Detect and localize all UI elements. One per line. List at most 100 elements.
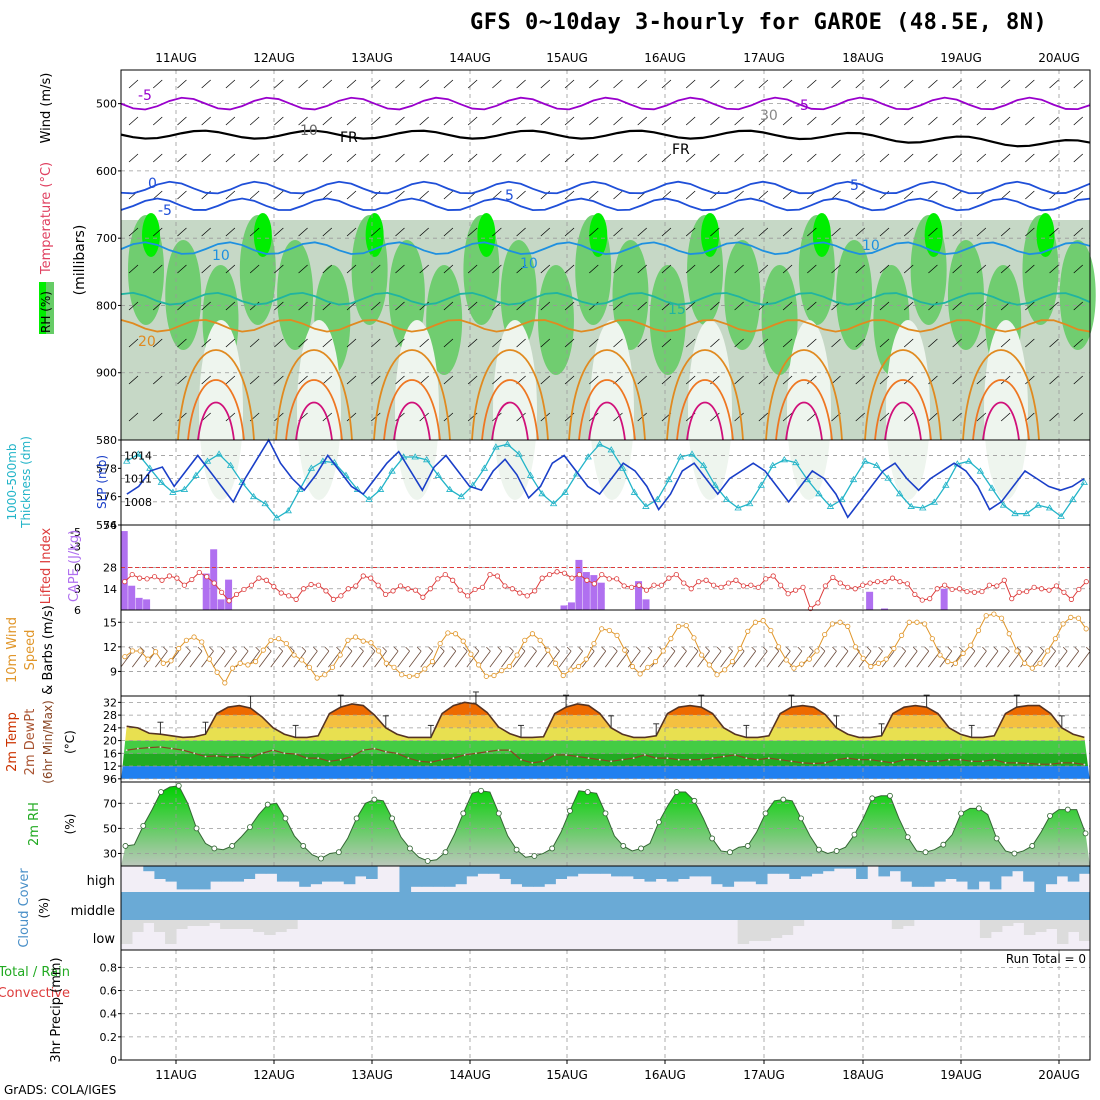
dewpoint-point [1049,763,1052,766]
wind-barb [807,116,817,126]
wind-barb [371,79,381,89]
wind-barb [201,412,211,422]
wind-barb [734,190,744,200]
cloud-high-cell [488,866,501,874]
wind-barb [782,375,793,385]
lifted-index-line-point [621,583,627,589]
surface-barb-flag [670,646,676,652]
surface-barb-flag [220,646,226,652]
wind-barb [540,338,551,348]
dewpoint-point [542,760,545,763]
wind-barb [177,190,187,200]
dewpoint-point [869,758,872,761]
wind-barb [976,412,987,422]
wind-speed-line-point [845,623,851,629]
wind-barb [855,190,865,200]
wind-barb [685,338,696,348]
dewpoint-point [655,757,658,760]
wind-barb [371,153,381,163]
surface-barb [1031,650,1045,668]
wind-barb [298,264,308,274]
precip-frame [120,949,1091,1061]
wind-barb [1049,301,1059,311]
surface-barb-flag [647,646,653,652]
lifted-index-line-point [651,582,657,588]
lifted-index-line-point [204,574,210,580]
dewpoint-point [508,749,511,752]
wind-speed-line-point [145,656,151,662]
wind-speed-line-point [237,660,243,666]
date-tick-top: 14AUG [449,51,491,65]
rh2m-point [122,843,129,849]
cloud-high-cell [221,866,233,882]
cloud-low-cell [1034,920,1047,932]
wind-barb [492,227,502,237]
thickness-point [365,495,373,502]
thickness-point [699,461,708,468]
surface-barb-flag [878,646,883,652]
thickness-tick-label: 576 [96,491,117,504]
cloud-high-cell [455,866,467,885]
lifted-index-line-point [614,576,620,582]
wind-barb [1025,116,1035,126]
dewpoint-point [948,758,951,761]
cloud-low-cell [231,920,243,929]
lifted-index-line-point [584,577,590,583]
lifted-index-line-point [1083,579,1089,585]
rh-green-blob [537,265,574,375]
surface-barb-flag [1039,646,1045,652]
temp-tick-label: 32 [103,696,117,709]
surface-barb [616,650,630,668]
ylabel-minmax: (6hr Min/Max) [41,700,55,784]
wind-barb [249,375,260,385]
cloud-high-cell [689,866,701,877]
wind-barb [710,301,720,311]
surface-barb-flag [843,646,849,652]
wind-barb [903,375,914,385]
wind-speed-line-point [560,672,566,679]
wind-barb [371,301,381,311]
dewpoint-point [587,757,590,760]
surface-barb [593,650,607,668]
surface-barb [212,650,226,668]
cloud-high-cell [800,866,813,877]
wind-barb [249,264,260,274]
lifted-index-line-point [502,583,508,589]
wind-barb [685,153,696,163]
lifted-index-line-point [994,583,1000,589]
surface-barb-flag [705,646,710,652]
thickness-point [307,464,316,471]
date-tick-top: 16AUG [644,51,686,65]
cloud-layer-label: middle [71,904,115,919]
wind-speed-line-point [360,638,366,644]
wind-barb [976,116,987,126]
wind-barb [903,301,914,311]
wind-speed-line-point [337,652,343,658]
rh2m-point [815,846,822,853]
surface-barb [431,650,445,668]
contour-label: 10 [300,123,318,139]
wind-speed-line-point [314,675,320,681]
lifted-index-line-point [561,570,568,576]
wind-barb [322,375,333,385]
dewpoint-point [824,761,827,764]
rh2m-point [655,819,662,826]
thickness-tick-label: 574 [96,519,117,532]
wind-barb [128,301,139,311]
thickness-point [296,485,304,492]
thickness-point [1068,495,1077,502]
wind-speed-line-point [399,672,405,678]
lifted-index-line-point [1031,584,1037,590]
contour-label: 10 [520,256,538,272]
wind-barb [419,79,429,89]
cloud-low-cell [891,920,904,929]
wind-barb [346,301,357,311]
rh2m-point [780,796,787,803]
wind-barb [298,338,308,348]
thickness-point [284,507,292,514]
wind-barb [516,301,526,311]
cloud-high-cell [343,866,356,885]
wind-speed-line-point [352,634,359,640]
rh-bright-blob [812,213,831,257]
wind-barb [225,338,236,348]
